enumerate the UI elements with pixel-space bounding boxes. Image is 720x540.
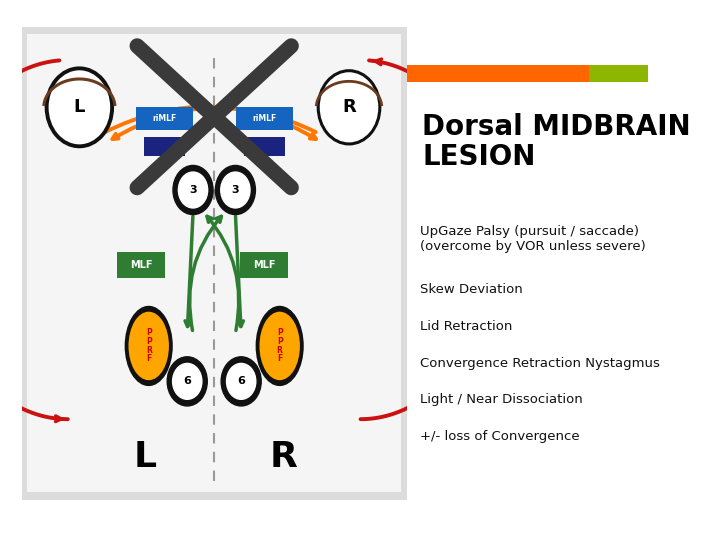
Text: riMLF: riMLF (152, 114, 176, 123)
Circle shape (221, 172, 250, 208)
Text: MLF: MLF (253, 260, 276, 270)
FancyBboxPatch shape (135, 107, 193, 131)
FancyBboxPatch shape (144, 137, 184, 156)
Text: +/- loss of Convergence: +/- loss of Convergence (420, 430, 580, 443)
Text: Lid Retraction: Lid Retraction (420, 320, 513, 333)
Circle shape (179, 172, 207, 208)
Ellipse shape (125, 306, 173, 386)
Circle shape (173, 363, 202, 400)
Text: 6: 6 (237, 376, 245, 387)
Text: P
P
R
F: P P R F (276, 328, 283, 363)
Ellipse shape (256, 306, 304, 386)
Text: Skew Deviation: Skew Deviation (420, 284, 523, 296)
Ellipse shape (47, 69, 112, 146)
Text: 3: 3 (189, 185, 197, 195)
Text: UpGaze Palsy (pursuit / saccade)
(overcome by VOR unless severe): UpGaze Palsy (pursuit / saccade) (overco… (420, 225, 646, 253)
FancyBboxPatch shape (244, 137, 284, 156)
Text: MLF: MLF (130, 260, 152, 270)
Ellipse shape (318, 71, 380, 144)
Text: 3: 3 (232, 185, 239, 195)
Bar (238, 65, 590, 82)
Bar (590, 65, 648, 82)
Circle shape (221, 357, 261, 406)
Ellipse shape (128, 312, 169, 380)
Text: Light / Near Dissociation: Light / Near Dissociation (420, 393, 583, 406)
Text: Convergence Retraction Nystagmus: Convergence Retraction Nystagmus (420, 356, 660, 369)
FancyBboxPatch shape (240, 252, 288, 279)
Text: 6: 6 (184, 376, 192, 387)
Circle shape (173, 165, 213, 214)
Circle shape (227, 363, 256, 400)
Bar (90, 65, 238, 82)
FancyBboxPatch shape (235, 107, 293, 131)
Text: R: R (342, 98, 356, 116)
FancyBboxPatch shape (117, 252, 165, 279)
Text: Dorsal MIDBRAIN
LESION: Dorsal MIDBRAIN LESION (422, 113, 690, 171)
Circle shape (215, 165, 256, 214)
Text: R: R (269, 440, 297, 474)
Ellipse shape (259, 312, 300, 380)
Text: L: L (73, 98, 85, 116)
Text: riMLF: riMLF (252, 114, 276, 123)
Text: P
P
R
F: P P R F (145, 328, 152, 363)
Text: L: L (133, 440, 156, 474)
Circle shape (167, 357, 207, 406)
